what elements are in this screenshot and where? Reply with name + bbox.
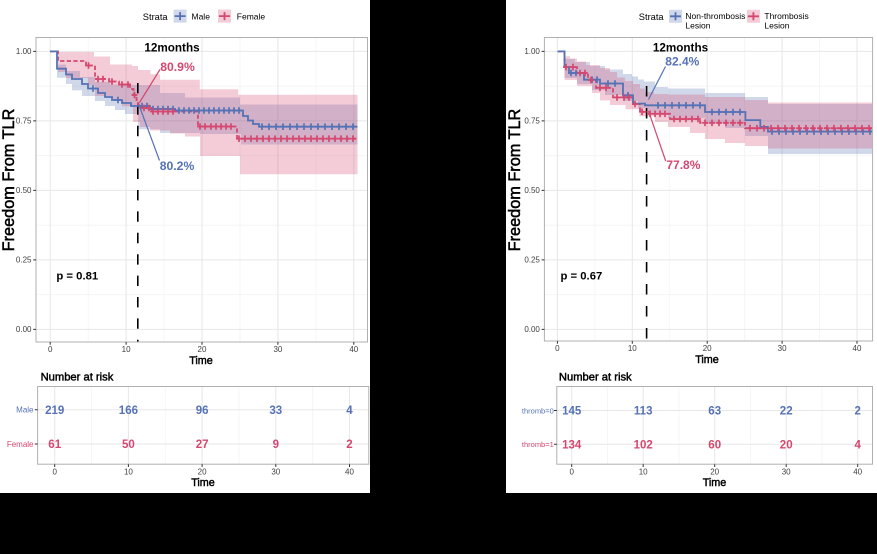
svg-text:40: 40 xyxy=(853,468,862,477)
svg-text:9: 9 xyxy=(273,439,279,451)
svg-text:thromb=1: thromb=1 xyxy=(522,440,554,449)
svg-text:27: 27 xyxy=(196,439,209,451)
svg-text:22: 22 xyxy=(780,406,793,418)
svg-text:Strata: Strata xyxy=(639,12,665,22)
svg-text:Lesion: Lesion xyxy=(764,21,789,31)
svg-text:Time: Time xyxy=(695,354,719,366)
svg-text:Male: Male xyxy=(16,406,34,415)
svg-text:0.75: 0.75 xyxy=(16,117,32,126)
svg-text:Lesion: Lesion xyxy=(685,21,710,31)
svg-text:thromb=0: thromb=0 xyxy=(522,406,554,415)
svg-text:12months: 12months xyxy=(144,42,200,55)
svg-text:4: 4 xyxy=(854,440,861,452)
svg-text:33: 33 xyxy=(269,405,282,417)
svg-text:0.75: 0.75 xyxy=(524,117,540,126)
svg-text:1.00: 1.00 xyxy=(16,47,32,56)
svg-text:77.8%: 77.8% xyxy=(666,158,700,172)
svg-text:0: 0 xyxy=(52,468,57,477)
svg-text:Freedom From TLR: Freedom From TLR xyxy=(0,109,18,252)
svg-text:40: 40 xyxy=(345,468,354,477)
svg-text:10: 10 xyxy=(639,468,648,477)
svg-text:0.50: 0.50 xyxy=(16,186,32,195)
svg-text:60: 60 xyxy=(708,440,721,452)
svg-text:Number at risk: Number at risk xyxy=(41,372,114,384)
svg-text:20: 20 xyxy=(780,440,793,452)
svg-text:12months: 12months xyxy=(653,42,709,55)
svg-text:40: 40 xyxy=(853,344,862,353)
svg-text:20: 20 xyxy=(703,344,712,353)
svg-text:Female: Female xyxy=(7,440,34,449)
svg-text:61: 61 xyxy=(48,439,61,451)
svg-text:0.00: 0.00 xyxy=(524,325,540,334)
svg-text:0.50: 0.50 xyxy=(524,186,540,195)
svg-text:2: 2 xyxy=(346,439,352,451)
svg-text:0: 0 xyxy=(555,344,560,353)
svg-text:1.00: 1.00 xyxy=(524,47,540,56)
svg-text:p = 0.81: p = 0.81 xyxy=(56,271,98,283)
svg-text:20: 20 xyxy=(710,468,719,477)
svg-text:63: 63 xyxy=(708,406,721,418)
svg-text:102: 102 xyxy=(634,440,653,452)
svg-text:10: 10 xyxy=(122,345,131,354)
svg-text:30: 30 xyxy=(782,468,791,477)
svg-text:20: 20 xyxy=(198,345,207,354)
svg-text:0.00: 0.00 xyxy=(16,325,32,334)
svg-text:Freedom From TLR: Freedom From TLR xyxy=(506,109,524,252)
svg-text:82.4%: 82.4% xyxy=(665,55,699,69)
svg-text:30: 30 xyxy=(778,344,787,353)
svg-text:134: 134 xyxy=(562,440,582,452)
svg-text:p = 0.67: p = 0.67 xyxy=(561,271,603,283)
svg-text:145: 145 xyxy=(562,406,582,418)
svg-text:40: 40 xyxy=(349,345,358,354)
svg-text:10: 10 xyxy=(124,468,133,477)
svg-text:4: 4 xyxy=(346,405,353,417)
svg-text:0: 0 xyxy=(48,345,53,354)
svg-text:Male: Male xyxy=(192,12,211,22)
svg-text:Strata: Strata xyxy=(143,12,169,22)
svg-text:50: 50 xyxy=(122,439,135,451)
svg-text:96: 96 xyxy=(196,405,209,417)
svg-text:30: 30 xyxy=(273,345,282,354)
svg-text:Non-thrombosis: Non-thrombosis xyxy=(685,11,745,21)
svg-text:2: 2 xyxy=(854,406,860,418)
svg-text:113: 113 xyxy=(634,406,653,418)
svg-text:10: 10 xyxy=(628,344,637,353)
svg-text:80.9%: 80.9% xyxy=(160,60,195,74)
svg-text:Thrombosis: Thrombosis xyxy=(764,11,808,21)
svg-text:166: 166 xyxy=(119,405,138,417)
svg-text:20: 20 xyxy=(198,468,207,477)
svg-text:Time: Time xyxy=(189,355,213,367)
svg-text:Female: Female xyxy=(237,12,266,22)
svg-text:0.25: 0.25 xyxy=(524,256,540,265)
svg-text:80.2%: 80.2% xyxy=(160,159,195,173)
svg-text:Time: Time xyxy=(703,477,727,489)
svg-text:0.25: 0.25 xyxy=(16,256,32,265)
svg-text:0: 0 xyxy=(569,468,574,477)
svg-text:Time: Time xyxy=(191,477,215,489)
svg-text:Number at risk: Number at risk xyxy=(559,372,632,384)
svg-text:219: 219 xyxy=(45,405,64,417)
svg-text:30: 30 xyxy=(271,468,280,477)
